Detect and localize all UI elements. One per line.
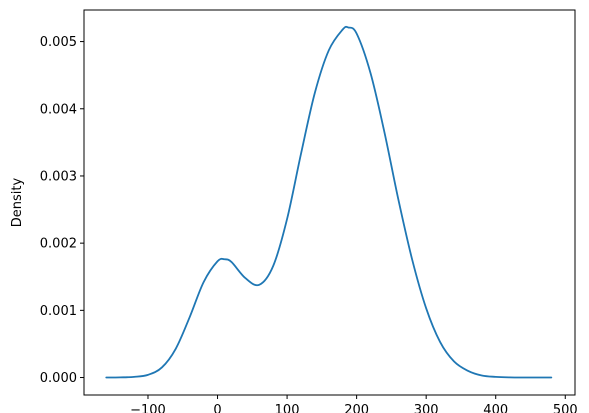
y-tick-label: 0.002 (40, 237, 77, 252)
x-tick-label: 100 (275, 403, 300, 413)
x-tick-label: 300 (414, 403, 439, 413)
y-axis-label: Density (10, 177, 25, 227)
y-tick-label: 0.005 (40, 35, 77, 50)
y-tick-label: 0.003 (40, 169, 77, 184)
plot-frame (83, 9, 576, 396)
series-layer (105, 25, 553, 379)
x-tick-label: 500 (553, 403, 578, 413)
plot-background (84, 10, 575, 395)
y-tick-label: 0.000 (40, 371, 77, 386)
x-tick-label: 200 (344, 403, 369, 413)
y-tick-label: 0.001 (40, 304, 77, 319)
y-tick-label: 0.004 (40, 102, 77, 117)
x-axis-ticks: −100 0 100 200 300 400 500 (130, 395, 578, 413)
x-tick-label: −100 (130, 403, 166, 413)
x-tick-label: 400 (483, 403, 508, 413)
x-tick-label: 0 (213, 403, 221, 413)
y-axis-ticks: 0.000 0.001 0.002 0.003 0.004 0.005 (40, 35, 84, 386)
density-line-0 (105, 25, 553, 379)
